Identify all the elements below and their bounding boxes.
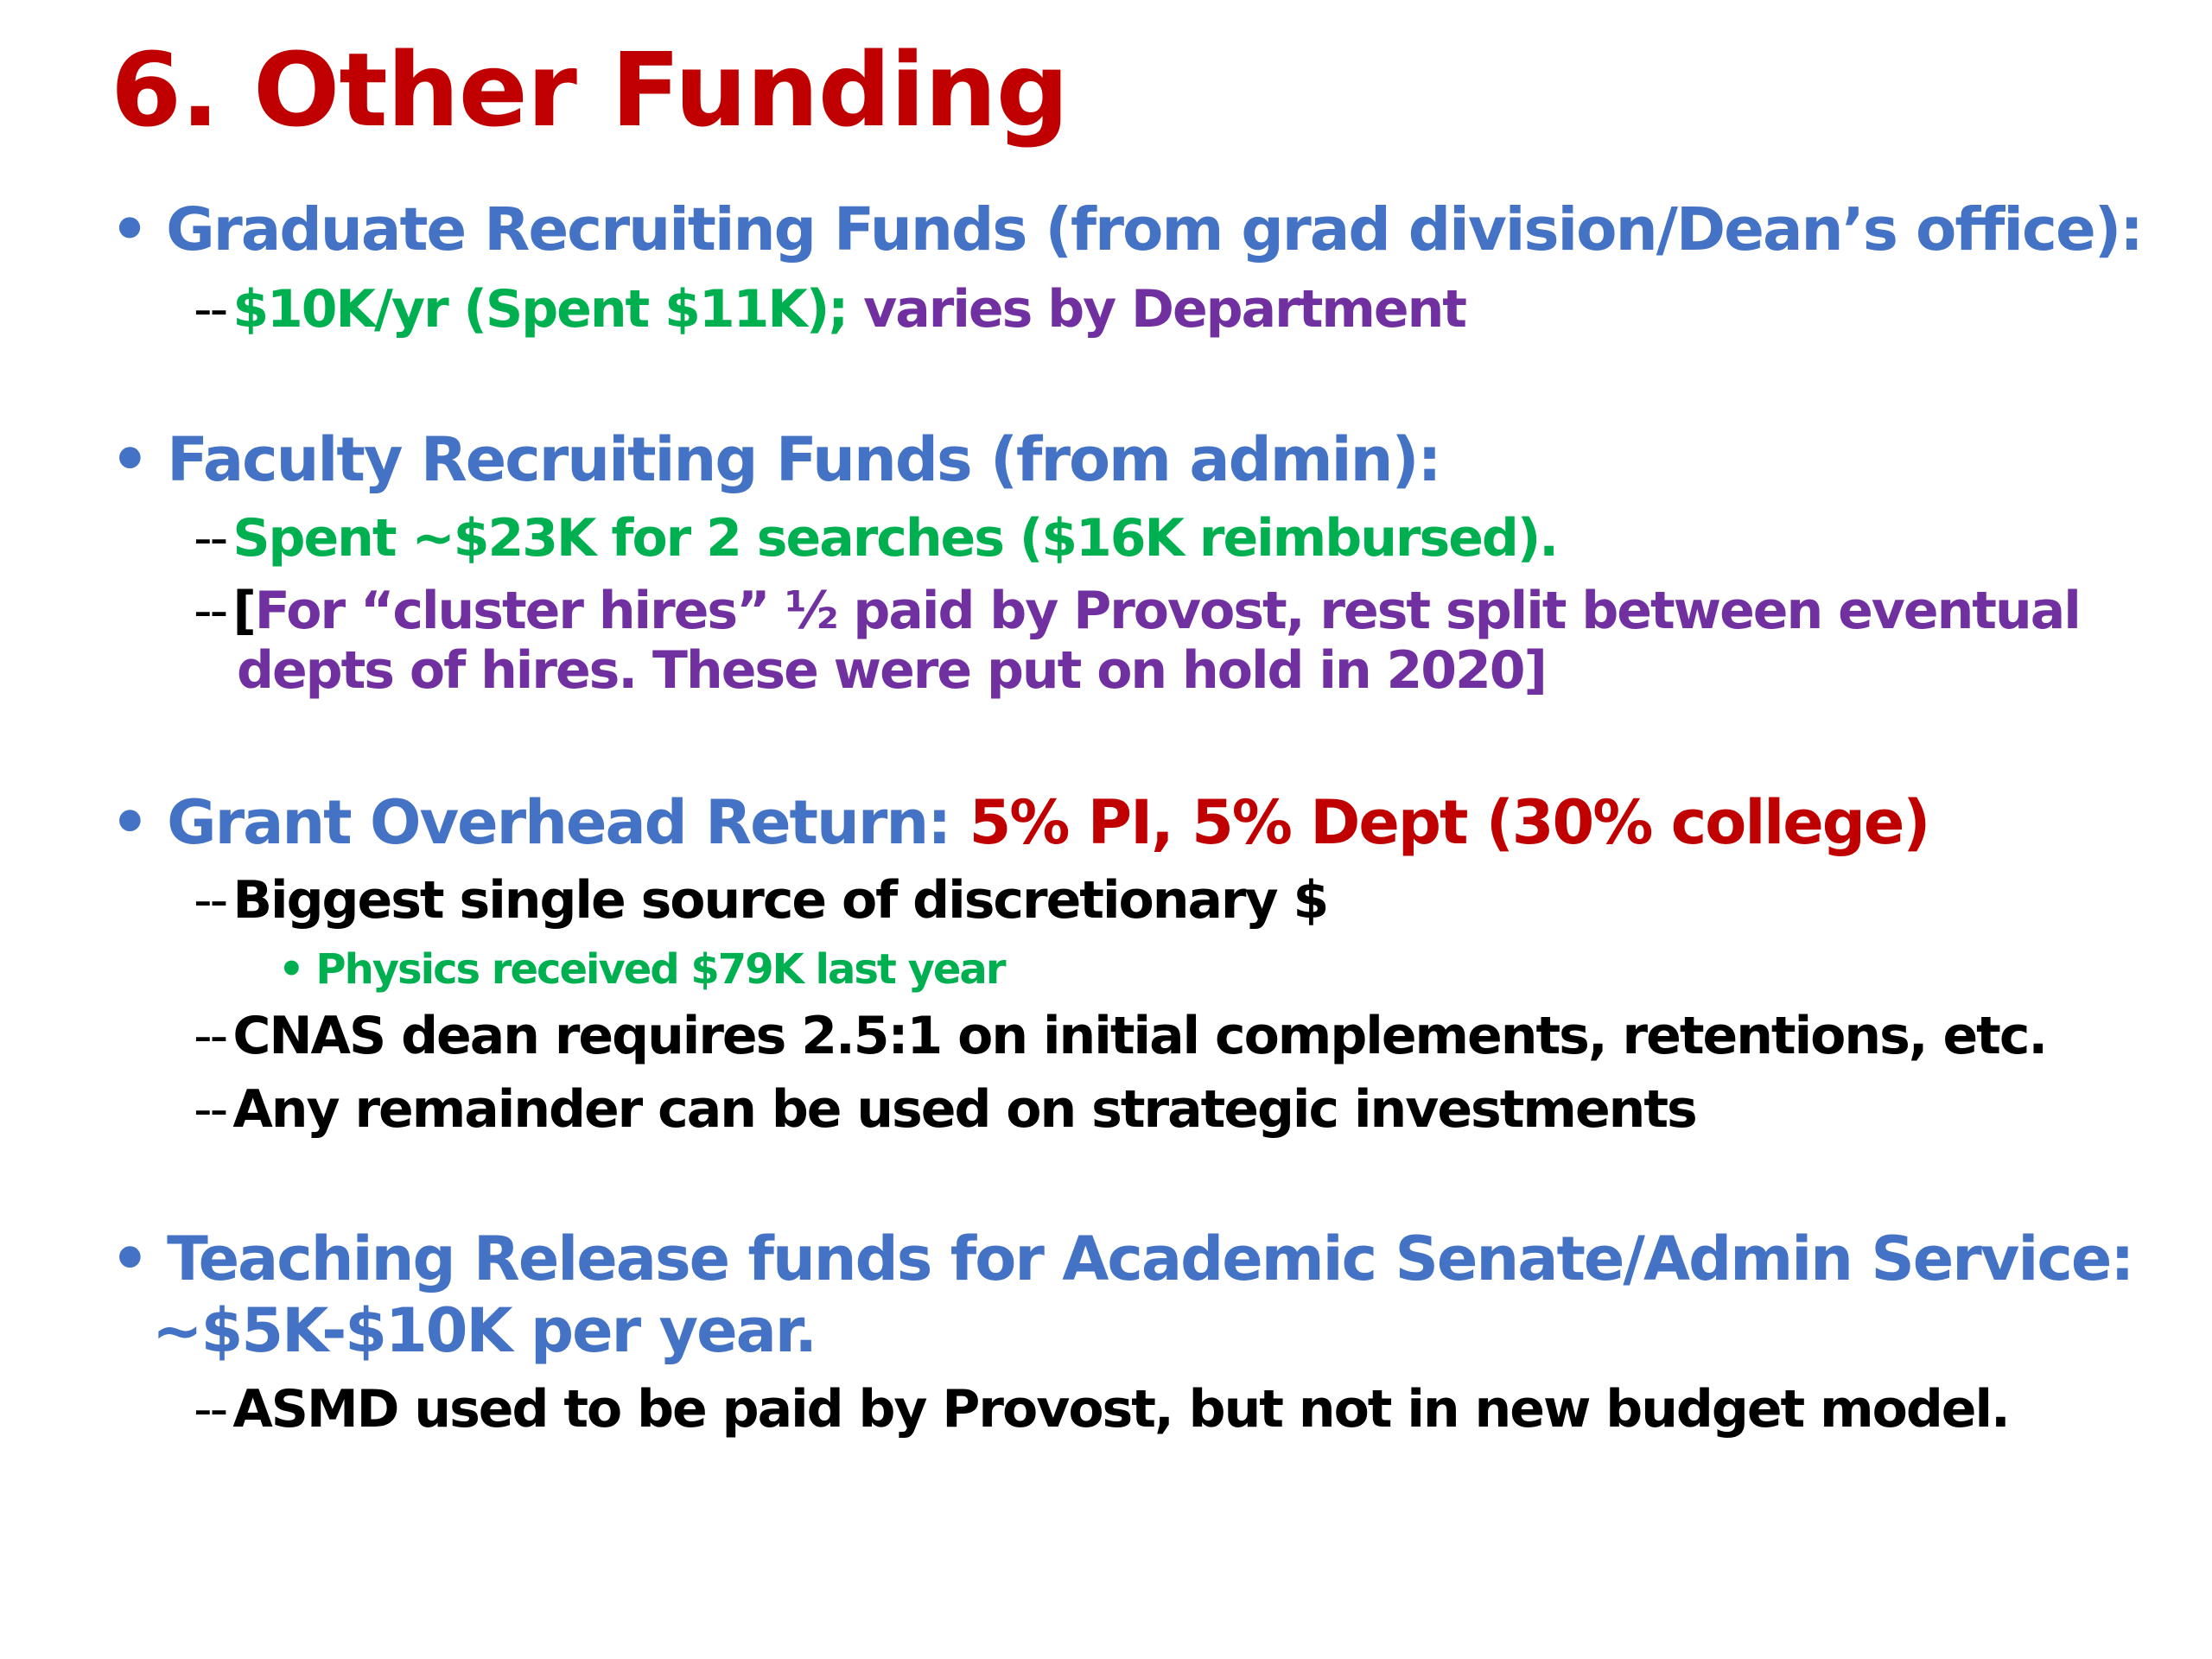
sub-item: -- $10K/yr (Spent $11K); varies by Depart… — [194, 283, 1467, 335]
dash-icon: -- — [194, 279, 228, 340]
dash-icon: -- — [194, 1379, 228, 1440]
sub-text-green: Spent ~$23K for 2 searches ($16K reimbur… — [232, 508, 1559, 569]
sub-text: Any remainder can be used on strategic i… — [232, 1079, 1697, 1140]
bullet-icon: • — [111, 787, 149, 858]
sub-item: -- [For “cluster hires” ½ paid by Provost… — [194, 585, 2082, 637]
sub-text: CNAS dean requires 2.5:1 on initial comp… — [232, 1006, 2048, 1066]
dash-icon: -- — [194, 1006, 228, 1066]
sub-item: -- ASMD used to be paid by Provost, but n… — [194, 1383, 2011, 1435]
bullet-faculty-recruiting: • Faculty Recruiting Funds (from admin): — [111, 429, 1441, 490]
sub-text: Biggest single source of discretionary $ — [232, 870, 1329, 931]
slide-title: 6. Other Funding — [111, 30, 1069, 149]
heading-text: Teaching Release funds for Academic Sena… — [167, 1224, 2134, 1294]
bullet-grant-overhead: • Grant Overhead Return: 5% PI, 5% Dept … — [111, 792, 1930, 853]
heading-text: Grant Overhead Return: — [167, 787, 969, 858]
dash-icon: -- — [194, 581, 228, 641]
heading-continuation: ~$5K-$10K per year. — [152, 1295, 817, 1366]
sub-text-green: $10K/yr (Spent $11K); — [232, 279, 864, 340]
bullet-icon: • — [111, 195, 149, 264]
sub-item: -- Any remainder can be used on strategic… — [194, 1084, 1698, 1135]
sub-text: ASMD used to be paid by Provost, but not… — [232, 1379, 2011, 1440]
sub-item: -- Spent ~$23K for 2 searches ($16K reimb… — [194, 512, 1559, 564]
bullet-graduate-recruiting: • Graduate Recruiting Funds (from grad d… — [111, 200, 2144, 260]
dash-icon: -- — [194, 1079, 228, 1140]
sub-text-purple: For “cluster hires” ½ paid by Provost, r… — [254, 581, 2082, 641]
sub-sub-item: • Physics received $79K last year — [278, 949, 1006, 990]
sub-item-continuation: depts of hires. These were put on hold i… — [237, 640, 1548, 701]
sub-item: -- Biggest single source of discretionary… — [194, 874, 1329, 926]
bullet-teaching-release: • Teaching Release funds for Academic Se… — [111, 1229, 2134, 1289]
heading-text: Faculty Recruiting Funds (from admin): — [167, 424, 1441, 495]
dash-icon: -- — [194, 870, 228, 931]
sub-item: -- CNAS dean requires 2.5:1 on initial co… — [194, 1010, 2048, 1062]
bracket: [ — [232, 581, 256, 641]
sub-sub-text: Physics received $79K last year — [315, 945, 1006, 994]
heading-text-red: 5% PI, 5% Dept (30% college) — [969, 787, 1931, 858]
sub-text-purple: varies by Department — [863, 279, 1467, 340]
bullet-icon: • — [278, 945, 305, 994]
bullet-icon: • — [111, 424, 149, 495]
heading-text: Graduate Recruiting Funds (from grad div… — [166, 195, 2144, 264]
dash-icon: -- — [194, 508, 228, 569]
bullet-icon: • — [111, 1224, 149, 1294]
